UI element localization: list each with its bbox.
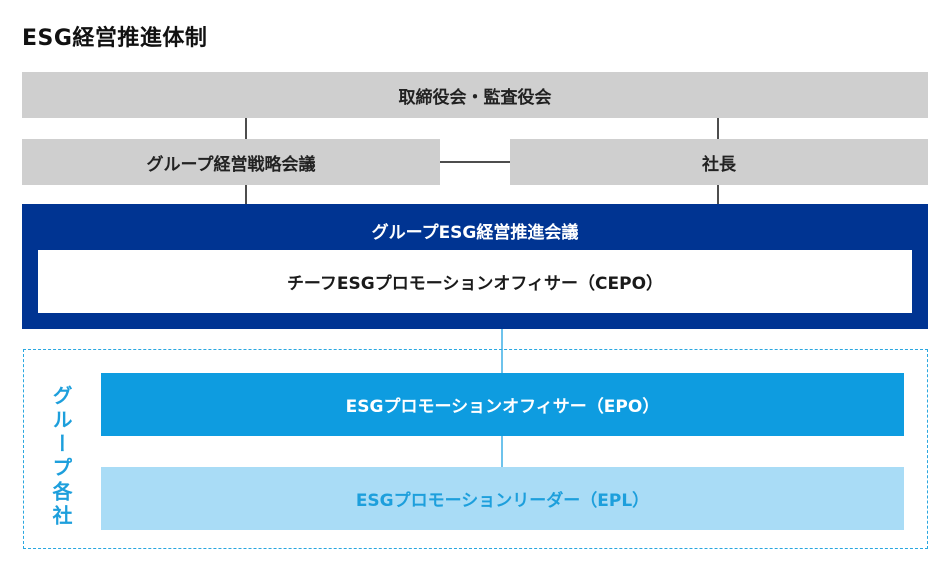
diagram-title: ESG経営推進体制: [22, 26, 208, 51]
president-label: 社長: [702, 154, 736, 175]
cepo-label: チーフESGプロモーションオフィサー（CEPO）: [286, 274, 664, 294]
connector-board-strategy: [245, 118, 247, 139]
connector-cepo-epo: [501, 329, 503, 373]
board-box: 取締役会・監査役会: [22, 72, 928, 118]
strategy-meeting-box: グループ経営戦略会議: [22, 139, 440, 185]
connector-board-president: [717, 118, 719, 139]
connector-strategy-president: [440, 161, 510, 163]
esg-meeting-box: グループESG経営推進会議 チーフESGプロモーションオフィサー（CEPO）: [22, 204, 928, 329]
epl-box: ESGプロモーションリーダー（EPL）: [101, 467, 904, 530]
board-label: 取締役会・監査役会: [398, 87, 552, 108]
strategy-meeting-label: グループ経営戦略会議: [146, 154, 316, 175]
cepo-box: チーフESGプロモーションオフィサー（CEPO）: [38, 250, 912, 313]
group-companies-label: グループ各社: [49, 385, 73, 529]
epo-label: ESGプロモーションオフィサー（EPO）: [345, 397, 660, 417]
epo-box: ESGプロモーションオフィサー（EPO）: [101, 373, 904, 436]
connector-president-esg: [717, 185, 719, 204]
esg-meeting-label: グループESG経営推進会議: [371, 223, 579, 243]
epl-label: ESGプロモーションリーダー（EPL）: [355, 491, 650, 511]
connector-epo-epl: [501, 436, 503, 467]
connector-strategy-esg: [245, 185, 247, 204]
president-box: 社長: [510, 139, 928, 185]
group-companies-boundary: [23, 349, 928, 549]
